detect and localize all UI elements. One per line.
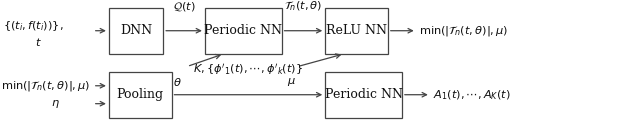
Text: Periodic NN: Periodic NN	[324, 88, 403, 101]
Text: $t$: $t$	[35, 36, 42, 48]
Text: $\mathcal{Q}(t)$: $\mathcal{Q}(t)$	[173, 0, 195, 13]
Text: $\min(|\mathcal{T}_n(t, \theta)|, \mu)$: $\min(|\mathcal{T}_n(t, \theta)|, \mu)$	[419, 24, 509, 38]
Text: $A_1(t), \cdots, A_K(t)$: $A_1(t), \cdots, A_K(t)$	[433, 88, 511, 102]
Bar	[205, 8, 282, 54]
Text: $\mu$: $\mu$	[287, 76, 296, 88]
Bar	[109, 8, 163, 54]
Text: Pooling: Pooling	[116, 88, 164, 101]
Bar	[109, 72, 172, 118]
Bar	[325, 8, 388, 54]
Bar	[325, 72, 402, 118]
Text: $\min(|\mathcal{T}_n(t, \theta)|, \mu)$: $\min(|\mathcal{T}_n(t, \theta)|, \mu)$	[1, 79, 90, 93]
Text: $\eta$: $\eta$	[51, 98, 60, 110]
Text: $\theta$: $\theta$	[173, 76, 182, 88]
Text: ReLU NN: ReLU NN	[326, 24, 387, 37]
Text: Periodic NN: Periodic NN	[204, 24, 282, 37]
Text: $\mathcal{T}_n(t, \theta)$: $\mathcal{T}_n(t, \theta)$	[284, 0, 323, 13]
Text: DNN: DNN	[120, 24, 152, 37]
Text: $K, \{\phi'_1(t), \cdots, \phi'_k(t)\}$: $K, \{\phi'_1(t), \cdots, \phi'_k(t)\}$	[193, 62, 303, 77]
Text: $\{(t_i, f(t_i))\},$: $\{(t_i, f(t_i))\},$	[3, 19, 64, 33]
